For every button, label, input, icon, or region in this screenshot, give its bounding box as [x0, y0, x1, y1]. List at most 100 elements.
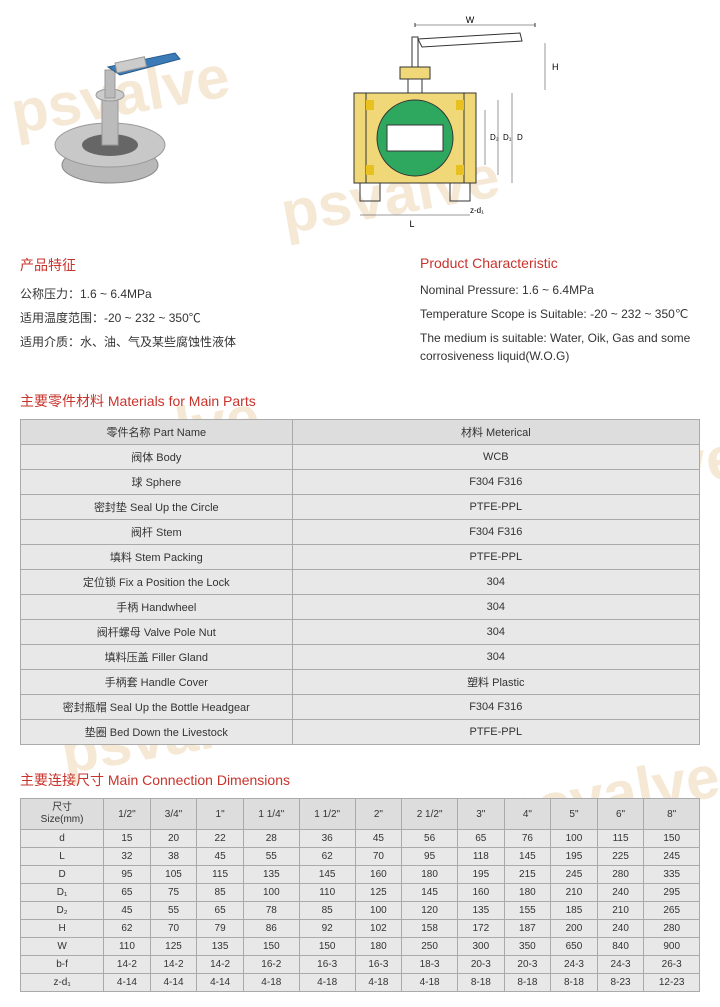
- table-row: b-f14-214-214-216-216-316-318-320-320-32…: [21, 956, 700, 974]
- table-cell: 20-3: [504, 956, 551, 974]
- dim-col-header: 1 1/2": [299, 799, 355, 830]
- char-cn-line: 适用介质：水、油、气及某些腐蚀性液体: [20, 333, 300, 351]
- table-cell: 12-23: [644, 974, 700, 992]
- table-cell: 塑料 Plastic: [292, 670, 699, 695]
- table-cell: 4-18: [355, 974, 402, 992]
- dim-col-header: 1": [197, 799, 244, 830]
- table-cell: WCB: [292, 445, 699, 470]
- characteristics-row: 产品特征 公称压力：1.6 ~ 6.4MPa 适用温度范围：-20 ~ 232 …: [20, 255, 700, 371]
- table-row: 手柄套 Handle Cover塑料 Plastic: [21, 670, 700, 695]
- dim-row-label: b-f: [21, 956, 104, 974]
- table-cell: 阀体 Body: [21, 445, 293, 470]
- table-cell: 180: [402, 866, 458, 884]
- table-cell: 16-3: [355, 956, 402, 974]
- table-row: D₁657585100110125145160180210240295: [21, 884, 700, 902]
- table-cell: 135: [197, 938, 244, 956]
- table-cell: 115: [197, 866, 244, 884]
- table-cell: 105: [150, 866, 197, 884]
- table-cell: 45: [197, 848, 244, 866]
- table-cell: 120: [402, 902, 458, 920]
- table-cell: 阀杆 Stem: [21, 520, 293, 545]
- table-cell: F304 F316: [292, 695, 699, 720]
- table-cell: 95: [104, 866, 151, 884]
- table-cell: PTFE-PPL: [292, 720, 699, 745]
- table-cell: 阀杆螺母 Valve Pole Nut: [21, 620, 293, 645]
- table-cell: 150: [243, 938, 299, 956]
- table-cell: 304: [292, 570, 699, 595]
- table-cell: 8-18: [551, 974, 598, 992]
- table-cell: 14-2: [197, 956, 244, 974]
- table-cell: 85: [197, 884, 244, 902]
- table-cell: 65: [458, 830, 505, 848]
- table-cell: PTFE-PPL: [292, 545, 699, 570]
- table-cell: 215: [504, 866, 551, 884]
- table-cell: 定位锁 Fix a Position the Lock: [21, 570, 293, 595]
- table-row: W110125135150150180250300350650840900: [21, 938, 700, 956]
- table-cell: 20-3: [458, 956, 505, 974]
- table-cell: 210: [551, 884, 598, 902]
- dim-col-header: 3": [458, 799, 505, 830]
- table-cell: 8-18: [458, 974, 505, 992]
- table-cell: 密封瓶帽 Seal Up the Bottle Headgear: [21, 695, 293, 720]
- dim-col-header: 1 1/4": [243, 799, 299, 830]
- table-row: 阀杆 StemF304 F316: [21, 520, 700, 545]
- top-images-row: W H D₂ D₁: [20, 15, 700, 235]
- table-cell: 280: [597, 866, 644, 884]
- table-cell: 38: [150, 848, 197, 866]
- table-cell: 350: [504, 938, 551, 956]
- table-cell: 8-23: [597, 974, 644, 992]
- table-cell: 70: [355, 848, 402, 866]
- char-cn-line: 公称压力：1.6 ~ 6.4MPa: [20, 285, 300, 303]
- table-cell: 195: [551, 848, 598, 866]
- table-cell: 8-18: [504, 974, 551, 992]
- table-cell: 手柄 Handwheel: [21, 595, 293, 620]
- table-cell: 250: [402, 938, 458, 956]
- table-cell: 28: [243, 830, 299, 848]
- table-cell: 245: [551, 866, 598, 884]
- table-row: 阀体 BodyWCB: [21, 445, 700, 470]
- dim-w: W: [466, 15, 475, 25]
- char-en-title: Product Characteristic: [420, 255, 700, 271]
- table-cell: 85: [299, 902, 355, 920]
- table-cell: 26-3: [644, 956, 700, 974]
- table-row: 定位锁 Fix a Position the Lock304: [21, 570, 700, 595]
- table-cell: 100: [551, 830, 598, 848]
- char-en-line: Temperature Scope is Suitable: -20 ~ 232…: [420, 305, 700, 323]
- table-cell: 32: [104, 848, 151, 866]
- dimensions-title: 主要连接尺寸 Main Connection Dimensions: [20, 770, 700, 790]
- table-row: L32384555627095118145195225245: [21, 848, 700, 866]
- table-cell: 4-14: [104, 974, 151, 992]
- table-cell: 240: [597, 920, 644, 938]
- dim-row-label: W: [21, 938, 104, 956]
- table-cell: 56: [402, 830, 458, 848]
- table-cell: 4-14: [197, 974, 244, 992]
- dim-d: D: [517, 133, 523, 142]
- table-cell: 160: [355, 866, 402, 884]
- table-cell: 245: [644, 848, 700, 866]
- table-cell: 36: [299, 830, 355, 848]
- dim-row-label: L: [21, 848, 104, 866]
- table-cell: 92: [299, 920, 355, 938]
- table-row: D₂4555657885100120135155185210265: [21, 902, 700, 920]
- materials-title: 主要零件材料 Materials for Main Parts: [20, 391, 700, 411]
- table-cell: 304: [292, 595, 699, 620]
- table-cell: 840: [597, 938, 644, 956]
- table-cell: 16-3: [299, 956, 355, 974]
- table-cell: 265: [644, 902, 700, 920]
- table-row: 密封垫 Seal Up the CirclePTFE-PPL: [21, 495, 700, 520]
- dim-row-label: D₁: [21, 884, 104, 902]
- table-cell: 172: [458, 920, 505, 938]
- table-cell: 65: [104, 884, 151, 902]
- table-cell: 65: [197, 902, 244, 920]
- table-cell: 155: [504, 902, 551, 920]
- table-row: d152022283645566576100115150: [21, 830, 700, 848]
- dim-d2: D₂: [490, 133, 499, 142]
- table-cell: 200: [551, 920, 598, 938]
- table-cell: 55: [150, 902, 197, 920]
- table-cell: 62: [104, 920, 151, 938]
- table-row: 垫圈 Bed Down the LivestockPTFE-PPL: [21, 720, 700, 745]
- table-cell: 335: [644, 866, 700, 884]
- table-cell: 160: [458, 884, 505, 902]
- table-cell: 900: [644, 938, 700, 956]
- table-cell: 22: [197, 830, 244, 848]
